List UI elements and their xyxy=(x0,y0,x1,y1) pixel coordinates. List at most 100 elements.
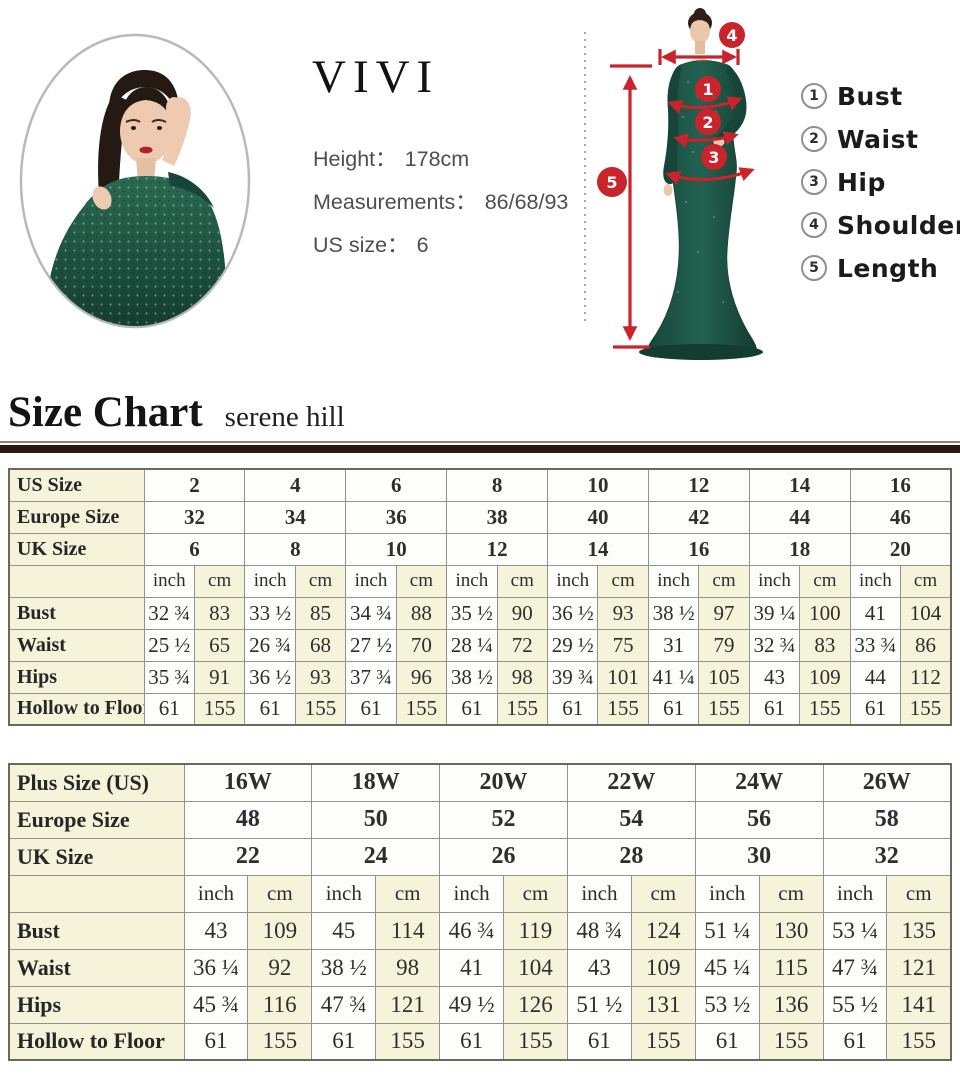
unit-inch-cell: inch xyxy=(143,564,195,598)
height-label: Height： xyxy=(313,147,397,171)
unit-cm-cell: cm xyxy=(900,564,952,598)
measure-inch-cell: 61 xyxy=(748,692,801,726)
measure-inch-cell: 43 xyxy=(748,660,801,694)
measure-inch-cell: 32 ¾ xyxy=(143,596,195,630)
size-value-cell: 58 xyxy=(822,800,952,839)
size-value-cell: 28 xyxy=(566,837,696,876)
divider-thick-bar xyxy=(0,445,960,453)
model-photo-illustration xyxy=(19,33,251,329)
marker-circle-3 xyxy=(701,144,727,170)
size-value-cell: 10 xyxy=(345,532,448,566)
measure-inch-cell: 39 ¾ xyxy=(546,660,599,694)
size-value-cell: 24W xyxy=(694,763,824,802)
size-value-cell: 12 xyxy=(446,532,548,566)
circled-number-icon: 4 xyxy=(801,212,827,238)
measure-inch-cell: 48 ¾ xyxy=(566,911,632,950)
size-value-cell: 14 xyxy=(547,532,649,566)
measure-inch-cell: 45 xyxy=(311,911,377,950)
unit-cm-cell: cm xyxy=(496,564,549,598)
unit-cm-cell: cm xyxy=(375,874,441,913)
size-value-cell: 10 xyxy=(547,468,649,502)
legend-label-bust: Bust xyxy=(837,81,903,111)
row-header-europe-size: Europe Size xyxy=(8,800,185,839)
measure-inch-cell: 37 ¾ xyxy=(345,660,397,694)
measure-inch-cell: 25 ½ xyxy=(143,628,195,662)
measure-inch-cell: 61 xyxy=(439,1022,505,1061)
measure-cm-cell: 104 xyxy=(900,596,952,630)
row-header-hollow-to-floor: Hollow to Floor xyxy=(8,1022,185,1061)
table-row-waist: Waist 25 ½ 65 26 ¾ 68 27 ½ 70 28 ¼ 72 29 ½ 75 31 79 3… xyxy=(8,628,952,662)
measure-inch-cell: 38 ½ xyxy=(311,948,377,987)
marker-circle-2 xyxy=(695,109,721,135)
table-row-units: inch cm inch cm inch cm inch cm inch cm inch cm xyxy=(8,874,952,913)
measure-inch-cell: 53 ½ xyxy=(694,985,760,1024)
measure-inch-cell: 61 xyxy=(183,1022,249,1061)
measure-cm-cell: 115 xyxy=(758,948,824,987)
measure-inch-cell: 33 ½ xyxy=(244,596,296,630)
size-value-cell: 2 xyxy=(143,468,246,502)
circled-number-icon: 5 xyxy=(801,255,827,281)
measure-cm-cell: 155 xyxy=(886,1022,952,1061)
legend-item-bust: 1 Bust xyxy=(801,81,960,111)
size-value-cell: 4 xyxy=(244,468,347,502)
legend-item-length: 5 Length xyxy=(801,253,960,283)
marker-number-4: 4 xyxy=(726,26,737,45)
measure-cm-cell: 75 xyxy=(597,628,649,662)
size-value-cell: 42 xyxy=(647,500,750,534)
measure-cm-cell: 155 xyxy=(503,1022,568,1061)
measure-cm-cell: 83 xyxy=(193,596,246,630)
size-value-cell: 36 xyxy=(345,500,448,534)
measure-inch-cell: 61 xyxy=(822,1022,888,1061)
size-value-cell: 22W xyxy=(566,763,696,802)
measure-cm-cell: 109 xyxy=(247,911,313,950)
measure-inch-cell: 39 ¼ xyxy=(748,596,801,630)
size-value-cell: 16 xyxy=(647,532,750,566)
unit-inch-cell: inch xyxy=(439,874,505,913)
size-value-cell: 46 xyxy=(849,500,952,534)
size-value-cell: 16W xyxy=(183,763,313,802)
size-value-cell: 34 xyxy=(244,500,347,534)
size-value-cell: 22 xyxy=(183,837,313,876)
measure-inch-cell: 51 ½ xyxy=(566,985,632,1024)
unit-cm-cell: cm xyxy=(247,874,313,913)
legend-label-length: Length xyxy=(837,253,939,283)
model-us-size: US size： 6 xyxy=(313,228,568,257)
measure-inch-cell: 61 xyxy=(244,692,296,726)
row-header-bust: Bust xyxy=(8,911,185,950)
measure-cm-cell: 100 xyxy=(799,596,851,630)
measure-inch-cell: 61 xyxy=(849,692,902,726)
measure-cm-cell: 105 xyxy=(698,660,750,694)
legend-label-waist: Waist xyxy=(837,124,919,154)
measure-inch-cell: 61 xyxy=(345,692,397,726)
row-header-hips: Hips xyxy=(8,985,185,1024)
size-value-cell: 6 xyxy=(345,468,448,502)
row-header-waist: Waist xyxy=(8,948,185,987)
unit-inch-cell: inch xyxy=(311,874,377,913)
table-row-hips: Hips 45 ¾ 116 47 ¾ 121 49 ½ 126 51 ½ 131 53 ½ 136 5… xyxy=(8,985,952,1024)
legend-item-waist: 2 Waist xyxy=(801,124,960,154)
table-row-plus-size-us: Plus Size (US) 16W 18W 20W 22W 24W 26W xyxy=(8,763,952,802)
measure-inch-cell: 61 xyxy=(566,1022,632,1061)
size-value-cell: 6 xyxy=(143,532,246,566)
measure-inch-cell: 61 xyxy=(143,692,195,726)
measure-cm-cell: 155 xyxy=(375,1022,441,1061)
measure-cm-cell: 141 xyxy=(886,985,952,1024)
measure-inch-cell: 41 xyxy=(849,596,902,630)
measure-cm-cell: 126 xyxy=(503,985,568,1024)
size-value-cell: 50 xyxy=(311,800,441,839)
measure-inch-cell: 35 ½ xyxy=(446,596,498,630)
measure-inch-cell: 45 ¾ xyxy=(183,985,249,1024)
size-value-cell: 12 xyxy=(647,468,750,502)
size-value-cell: 18W xyxy=(311,763,441,802)
divider-thin-line xyxy=(0,441,960,443)
measure-inch-cell: 43 xyxy=(566,948,632,987)
unit-cm-cell: cm xyxy=(503,874,568,913)
measure-inch-cell: 61 xyxy=(311,1022,377,1061)
measure-cm-cell: 155 xyxy=(395,692,448,726)
measure-inch-cell: 47 ¾ xyxy=(822,948,888,987)
size-value-cell: 52 xyxy=(439,800,568,839)
measurement-diagram-illustration: 1 2 3 4 5 xyxy=(584,8,763,360)
table-standard: US Size 2 4 6 8 10 12 14 16 Europe Size 32 34 36 38 40… xyxy=(8,468,952,726)
row-header-hollow-to-floor: Hollow to Floor xyxy=(8,692,145,726)
